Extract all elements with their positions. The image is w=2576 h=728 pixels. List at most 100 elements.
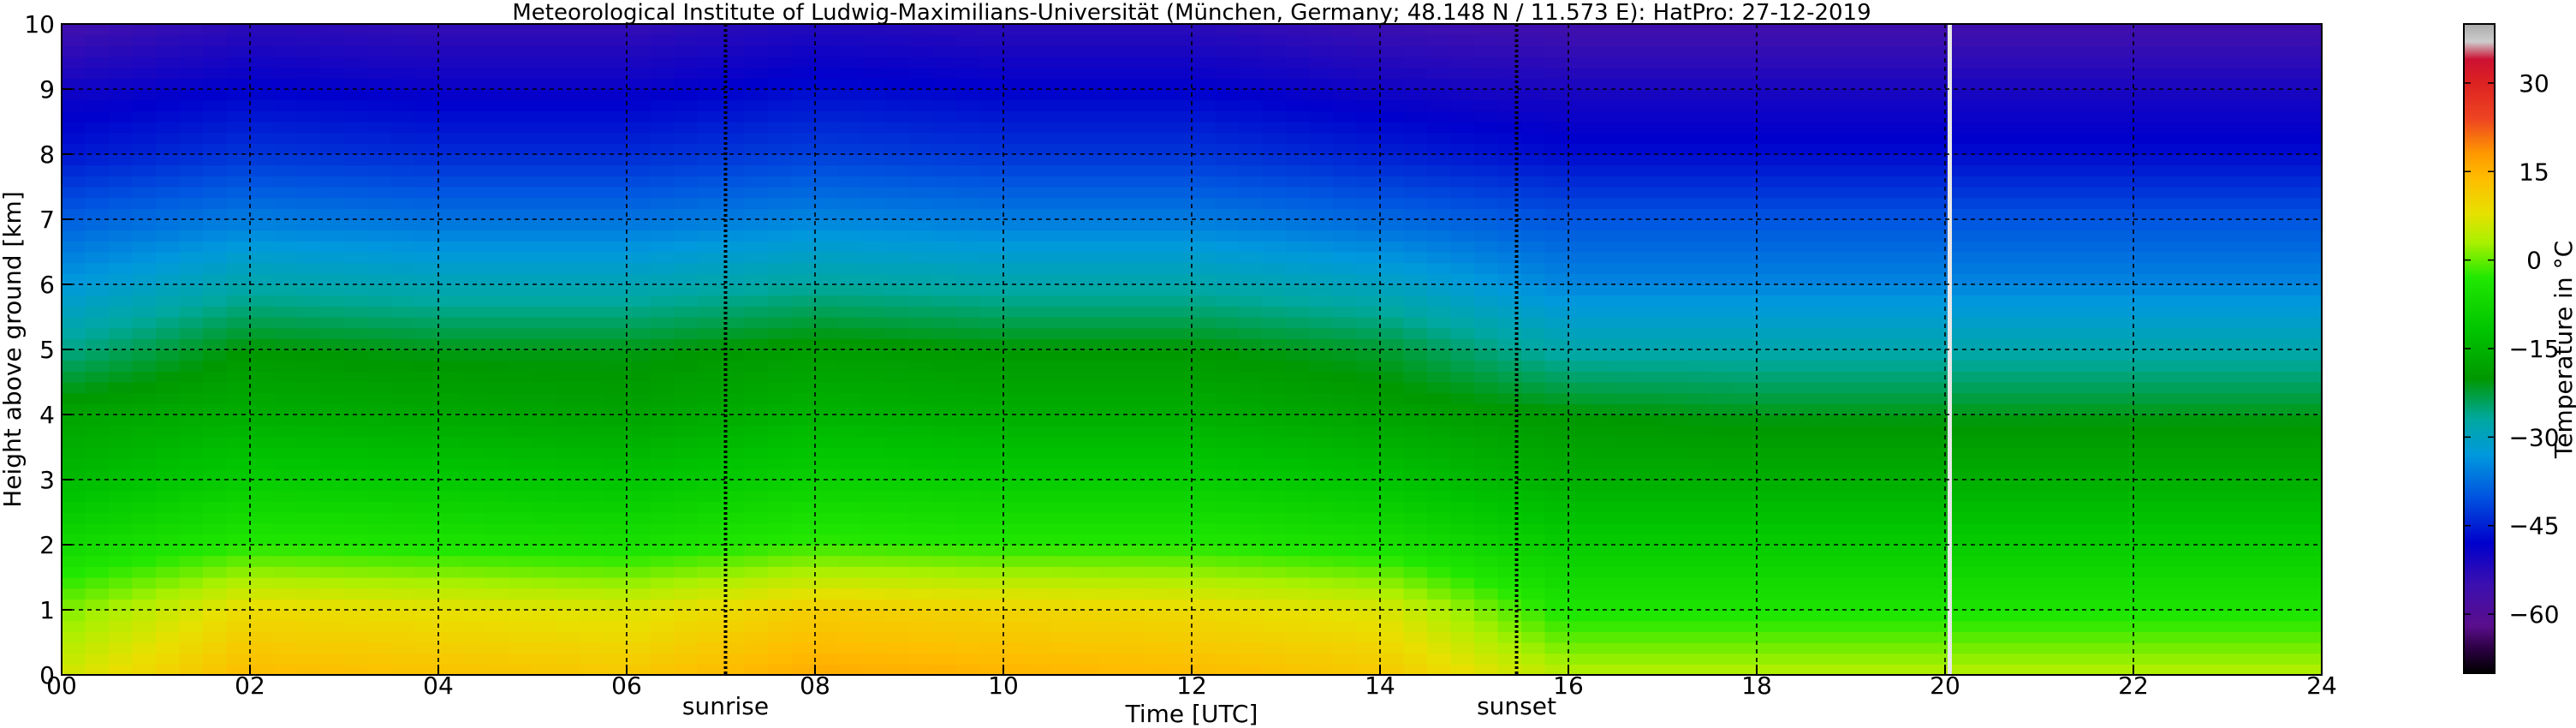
- heatmap-cell: [979, 425, 1004, 437]
- heatmap-cell: [603, 132, 628, 144]
- heatmap-cell: [179, 99, 204, 111]
- heatmap-cell: [461, 501, 486, 513]
- heatmap-cell: [1780, 415, 1805, 427]
- heatmap-cell: [1215, 545, 1240, 557]
- heatmap-cell: [320, 241, 345, 253]
- heatmap-cell: [1827, 143, 1852, 155]
- heatmap-cell: [1497, 480, 1522, 492]
- heatmap-cell: [674, 566, 699, 578]
- heatmap-cell: [791, 57, 816, 69]
- heatmap-cell: [1262, 588, 1287, 600]
- heatmap-cell: [1686, 132, 1710, 144]
- heatmap-cell: [132, 382, 157, 394]
- heatmap-cell: [791, 360, 816, 372]
- heatmap-cell: [1827, 371, 1852, 383]
- heatmap-cell: [1804, 555, 1829, 567]
- heatmap-cell: [956, 24, 981, 36]
- heatmap-cell: [1168, 631, 1193, 643]
- heatmap-cell: [226, 392, 251, 404]
- heatmap-cell: [461, 295, 486, 307]
- heatmap-cell: [1968, 34, 1993, 46]
- heatmap-cell: [1992, 197, 2017, 209]
- heatmap-cell: [580, 447, 604, 459]
- heatmap-cell: [367, 67, 392, 79]
- heatmap-cell: [1898, 197, 1923, 209]
- heatmap-cell: [273, 45, 298, 57]
- heatmap-cell: [838, 110, 863, 122]
- heatmap-cell: [1026, 197, 1051, 209]
- heatmap-cell: [1898, 392, 1923, 404]
- heatmap-cell: [1474, 252, 1499, 264]
- heatmap-cell: [1050, 631, 1075, 643]
- heatmap-cell: [1521, 545, 1546, 557]
- heatmap-cell: [1663, 480, 1687, 492]
- heatmap-cell: [979, 164, 1004, 176]
- heatmap-cell: [1262, 480, 1287, 492]
- heatmap-cell: [1757, 187, 1782, 199]
- heatmap-cell: [1804, 382, 1829, 394]
- heatmap-cell: [344, 122, 369, 134]
- heatmap-cell: [250, 45, 275, 57]
- heatmap-cell: [768, 45, 793, 57]
- heatmap-cell: [1003, 566, 1028, 578]
- heatmap-cell: [485, 468, 510, 480]
- heatmap-cell: [250, 653, 275, 665]
- heatmap-cell: [509, 501, 533, 513]
- heatmap-cell: [226, 230, 251, 242]
- heatmap-cell: [556, 143, 580, 155]
- heatmap-cell: [909, 371, 934, 383]
- heatmap-cell: [1968, 425, 1993, 437]
- heatmap-cell: [203, 252, 228, 264]
- heatmap-cell: [815, 197, 840, 209]
- heatmap-cell: [650, 24, 675, 36]
- heatmap-cell: [1497, 545, 1522, 557]
- heatmap-cell: [1827, 273, 1852, 285]
- heatmap-cell: [1757, 415, 1782, 427]
- heatmap-cell: [1239, 382, 1264, 394]
- heatmap-cell: [1356, 664, 1381, 675]
- heatmap-cell: [1050, 555, 1075, 567]
- heatmap-cell: [485, 436, 510, 448]
- heatmap-cell: [1145, 143, 1169, 155]
- heatmap-cell: [1804, 620, 1829, 632]
- heatmap-cell: [532, 620, 557, 632]
- heatmap-cell: [556, 480, 580, 492]
- heatmap-cell: [1780, 197, 1805, 209]
- heatmap-cell: [532, 599, 557, 611]
- heatmap-cell: [956, 34, 981, 46]
- heatmap-cell: [1239, 78, 1264, 90]
- heatmap-cell: [273, 132, 298, 144]
- heatmap-cell: [580, 187, 604, 199]
- heatmap-cell: [179, 415, 204, 427]
- heatmap-cell: [367, 45, 392, 57]
- heatmap-cell: [156, 415, 181, 427]
- heatmap-cell: [1497, 317, 1522, 329]
- heatmap-cell: [791, 338, 816, 350]
- heatmap-cell: [1239, 371, 1264, 383]
- heatmap-cell: [461, 187, 486, 199]
- heatmap-cell: [273, 34, 298, 46]
- heatmap-cell: [1026, 490, 1051, 502]
- heatmap-cell: [1286, 555, 1311, 567]
- heatmap-cell: [1427, 545, 1452, 557]
- heatmap-cell: [85, 34, 110, 46]
- heatmap-cell: [1992, 262, 2017, 274]
- heatmap-cell: [1921, 382, 1946, 394]
- heatmap-cell: [1757, 89, 1782, 101]
- heatmap-cell: [956, 512, 981, 524]
- heatmap-cell: [62, 468, 86, 480]
- heatmap-cell: [1874, 642, 1899, 654]
- heatmap-cell: [627, 447, 651, 459]
- heatmap-cell: [344, 110, 369, 122]
- heatmap-cell: [132, 262, 157, 274]
- heatmap-cell: [1733, 295, 1758, 307]
- heatmap-cell: [156, 262, 181, 274]
- heatmap-cell: [1686, 273, 1710, 285]
- heatmap-cell: [1568, 176, 1593, 188]
- heatmap-cell: [1239, 306, 1264, 318]
- heatmap-cell: [1544, 664, 1569, 675]
- heatmap-cell: [273, 447, 298, 459]
- heatmap-cell: [1450, 89, 1475, 101]
- heatmap-cell: [62, 132, 86, 144]
- heatmap-cell: [1427, 317, 1452, 329]
